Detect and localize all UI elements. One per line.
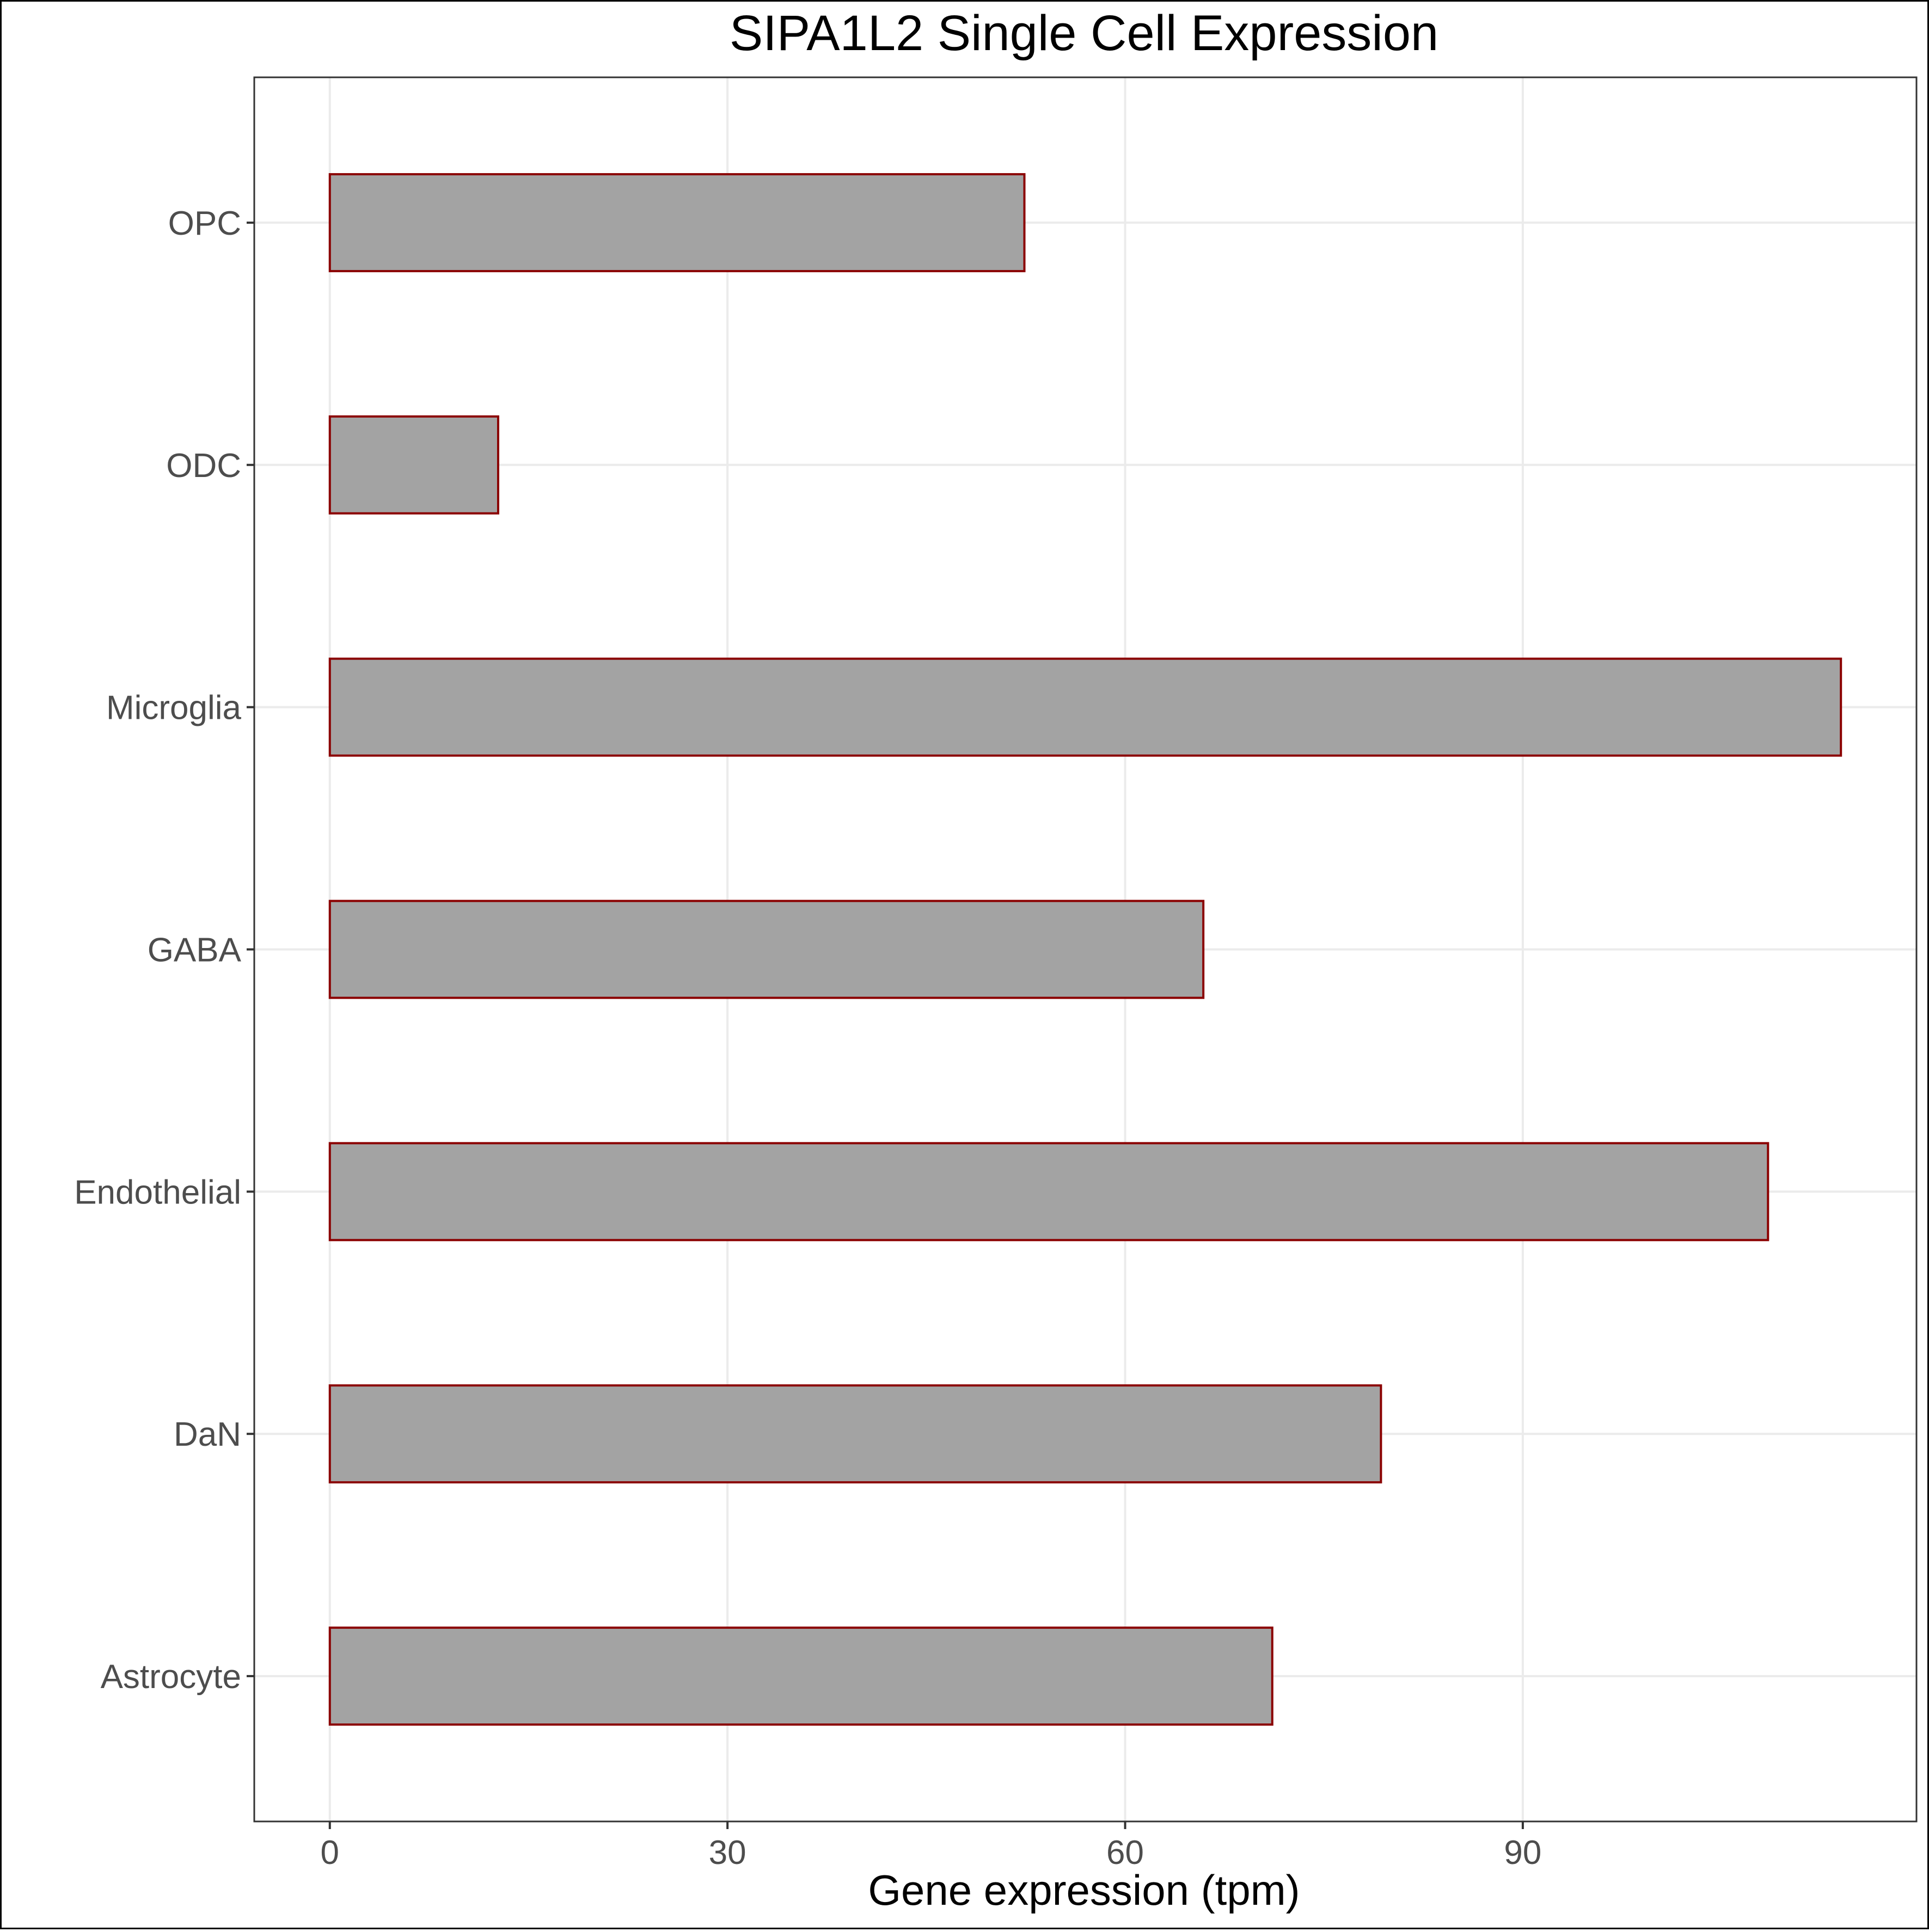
bars xyxy=(328,173,1842,1726)
x-axis-title: Gene expression (tpm) xyxy=(868,1866,1300,1914)
bar-microglia xyxy=(328,657,1842,757)
bar-opc xyxy=(328,173,1026,272)
bar-odc xyxy=(328,415,499,515)
x-tick-label-90: 90 xyxy=(1504,1834,1541,1872)
bar-gaba xyxy=(328,900,1205,999)
x-tick-label-60: 60 xyxy=(1106,1834,1144,1872)
bar-astrocyte xyxy=(328,1627,1273,1726)
y-tick-label-opc: OPC xyxy=(168,205,241,242)
y-tick-label-gaba: GABA xyxy=(148,932,242,969)
x-tick-label-0: 0 xyxy=(321,1834,339,1872)
chart-title: SIPA1L2 Single Cell Expression xyxy=(730,5,1438,61)
bar-endothelial xyxy=(328,1142,1769,1242)
x-tick-label-30: 30 xyxy=(709,1834,746,1872)
y-tick-label-microglia: Microglia xyxy=(106,689,242,727)
bar-dan xyxy=(328,1384,1382,1484)
y-tick-label-astrocyte: Astrocyte xyxy=(101,1658,241,1696)
y-tick-label-dan: DaN xyxy=(174,1416,241,1453)
x-axis-ticks: 0 30 60 90 xyxy=(321,1821,1541,1872)
y-axis-ticks: Astrocyte DaN Endothelial GABA Microglia ODC O… xyxy=(74,205,254,1696)
y-tick-label-endothelial: Endothelial xyxy=(74,1173,241,1211)
y-tick-label-odc: ODC xyxy=(166,447,241,485)
